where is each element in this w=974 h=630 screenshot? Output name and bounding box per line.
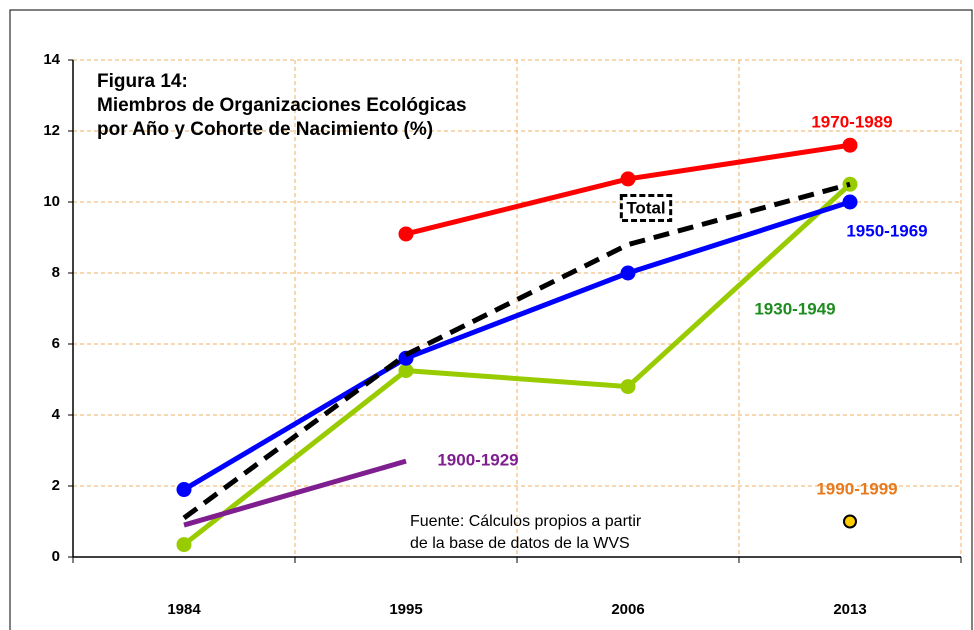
x-tick-label: 2013 (833, 601, 866, 618)
series-marker (843, 514, 857, 529)
annotation: de la base de datos de la WVS (410, 535, 630, 552)
frame (9, 9, 973, 630)
series-label-box (619, 193, 673, 222)
series-line (183, 458, 407, 528)
y-tick-label: 2 (52, 477, 60, 494)
y-tick-label: 10 (43, 193, 60, 210)
chart-title: por Año y Cohorte de Nacimiento (%) (97, 119, 433, 140)
series-marker (620, 265, 636, 281)
series-label: 1900-1929 (437, 450, 518, 469)
series-label: 1950-1969 (846, 221, 927, 240)
x-tick-label: 1984 (167, 601, 201, 618)
y-tick-label: 0 (52, 548, 60, 565)
series-marker (620, 379, 636, 395)
chart-title: Miembros de Organizaciones Ecológicas (97, 95, 467, 116)
y-tick-label: 12 (43, 122, 60, 139)
series-label: 1970-1989 (811, 112, 892, 131)
series-line (182, 199, 851, 492)
series-label: Total (626, 198, 665, 217)
x-tick-label: 1995 (389, 601, 422, 618)
series-line (182, 181, 851, 520)
y-tick-label: 14 (43, 51, 60, 68)
series-line (182, 182, 852, 547)
series-marker (398, 363, 414, 379)
series-label: 1930-1949 (754, 299, 835, 318)
series-marker (620, 171, 636, 187)
series-marker (842, 137, 858, 153)
series-label: 1990-1999 (816, 479, 897, 498)
y-tick-label: 8 (52, 264, 60, 281)
series-marker (176, 482, 192, 498)
annotation: Fuente: Cálculos propios a partir (410, 513, 642, 530)
series-marker (398, 226, 414, 242)
y-tick-label: 4 (52, 406, 61, 423)
series-marker (842, 194, 858, 210)
x-tick-label: 2006 (611, 601, 644, 618)
chart-title: Figura 14: (97, 71, 188, 92)
y-tick-label: 6 (52, 335, 60, 352)
series-marker (176, 537, 192, 553)
